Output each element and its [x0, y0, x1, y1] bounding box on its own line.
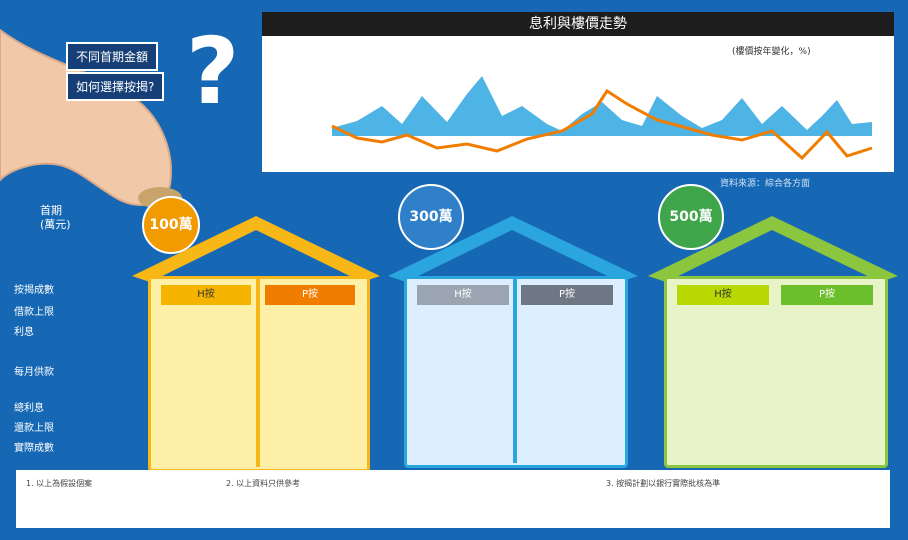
chart-area	[331, 76, 873, 161]
col-header-1: H按	[677, 285, 769, 305]
chart-title: 息利與樓價走勢	[262, 12, 894, 36]
house-body: H按 P按	[404, 276, 628, 468]
row-label: 借款上限	[14, 307, 54, 318]
deposit-label: 首期 (萬元)	[40, 204, 71, 232]
row-label: 每月供款	[14, 367, 54, 378]
col-header-2: P按	[521, 285, 613, 305]
roof	[648, 216, 898, 282]
row-label: 實際成數	[14, 443, 54, 454]
house-body: H按 P按	[148, 276, 370, 472]
roof	[388, 216, 638, 282]
area-series	[332, 76, 872, 136]
row-label: 還款上限	[14, 423, 54, 434]
chart-source: 資料來源：綜合各方面	[720, 179, 811, 189]
row-label: 總利息	[14, 403, 44, 414]
chart-panel: 息利與樓價走勢 (樓價按年變化，%)	[262, 12, 894, 172]
note-1: 1. 以上為假設個案	[26, 479, 93, 488]
amount-bubble: 300萬	[398, 184, 464, 250]
question-mark: ?	[186, 18, 240, 125]
question-line-2: 如何選擇按揭?	[66, 72, 165, 101]
divider	[513, 279, 517, 463]
note-3: 3. 按揭計劃以銀行實際批核為準	[606, 479, 721, 488]
question-line-1: 不同首期金額	[66, 42, 159, 71]
notes-bar: 1. 以上為假設個案 2. 以上資料只供參考 3. 按揭計劃以銀行實際批核為準	[16, 470, 890, 528]
divider	[256, 279, 260, 467]
roof	[132, 216, 380, 282]
deposit-label-line1: 首期	[40, 204, 62, 217]
col-header-1: H按	[417, 285, 509, 305]
col-header-2: P按	[265, 285, 355, 305]
line-series	[331, 88, 873, 161]
amount-bubble: 500萬	[658, 184, 724, 250]
amount-bubble: 100萬	[142, 196, 200, 254]
row-label: 利息	[14, 327, 34, 338]
house-body: H按 P按	[664, 276, 888, 468]
deposit-label-line2: (萬元)	[40, 218, 71, 231]
chart-legend: (樓價按年變化，%)	[732, 47, 811, 57]
row-label: 按揭成數	[14, 285, 54, 296]
note-2: 2. 以上資料只供參考	[226, 479, 301, 488]
col-header-1: H按	[161, 285, 251, 305]
col-header-2: P按	[781, 285, 873, 305]
